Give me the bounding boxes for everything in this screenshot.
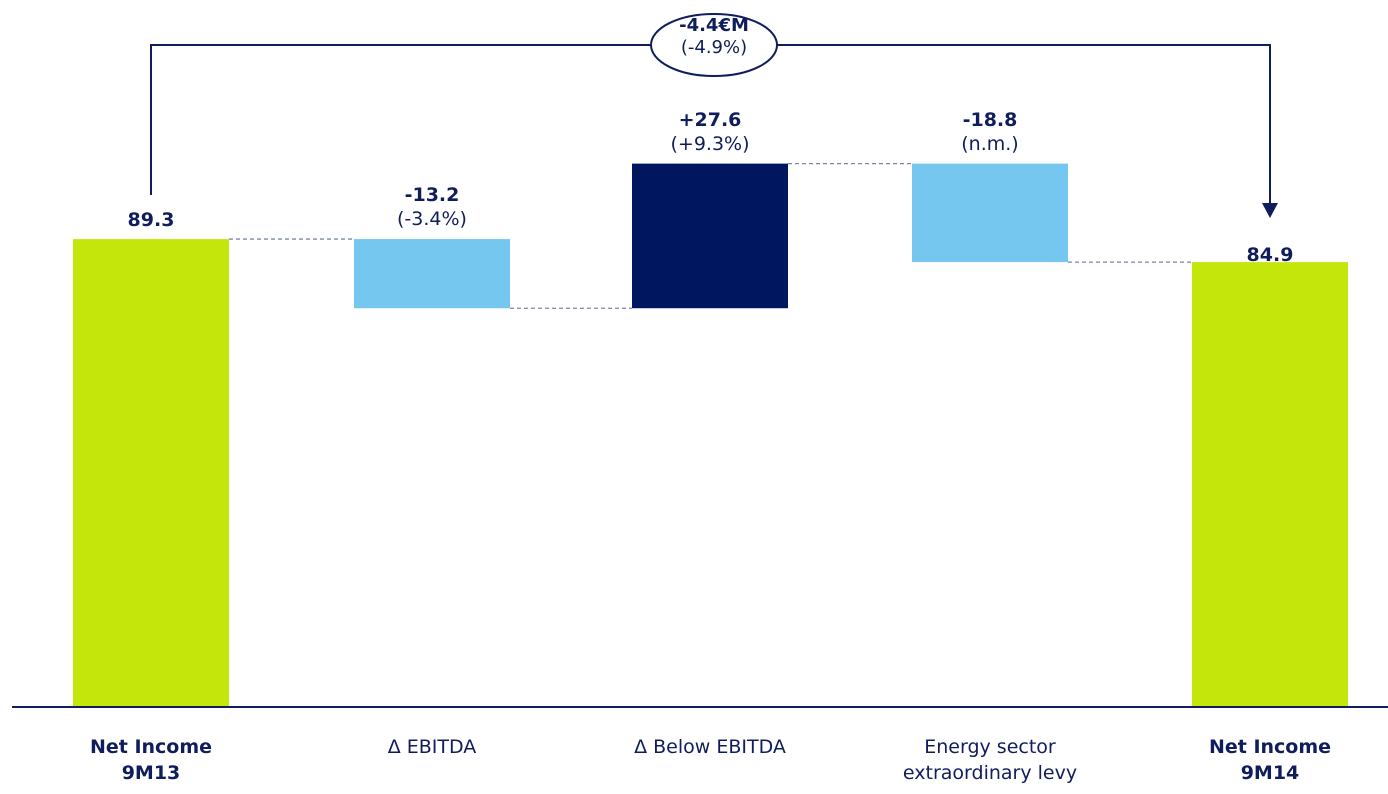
bracket-arrowhead [1262,203,1278,218]
value-label-1: -13.2 (-3.4%) [332,183,532,231]
value-main-3: -18.8 [962,108,1018,131]
value-main-1: -13.2 [404,184,460,207]
bar-1 [354,239,510,309]
total-change-pct: (-4.9%) [680,37,748,58]
value-label-4: 84.9 [1170,243,1370,267]
total-change-label: -4.4€M (-4.9%) [651,15,777,59]
value-main-4: 84.9 [1246,244,1294,267]
category-label-4: Net Income 9M14 [1208,736,1332,784]
value-pct-3: (n.m.) [961,132,1019,155]
bar-3 [912,163,1068,263]
total-change-value: -4.4€M [679,15,749,36]
value-main-2: +27.6 [678,108,742,131]
value-label-2: +27.6 (+9.3%) [610,108,810,156]
category-label-2: Δ Below EBITDA [634,736,786,758]
bar-2 [632,163,788,309]
category-label-1: Δ EBITDA [387,736,477,758]
category-label-0: Net Income 9M13 [89,736,213,784]
value-label-0: 89.3 [51,208,251,232]
bar-4 [1192,262,1348,707]
value-label-3: -18.8 (n.m.) [890,108,1090,156]
value-main-0: 89.3 [127,209,175,232]
total-change-bracket [150,13,1278,218]
category-label-3: Energy sector extraordinary levy [902,736,1078,784]
value-pct-2: (+9.3%) [670,132,750,155]
total-change-ellipse [650,13,778,77]
bar-0 [73,239,229,707]
value-pct-1: (-3.4%) [397,208,467,231]
